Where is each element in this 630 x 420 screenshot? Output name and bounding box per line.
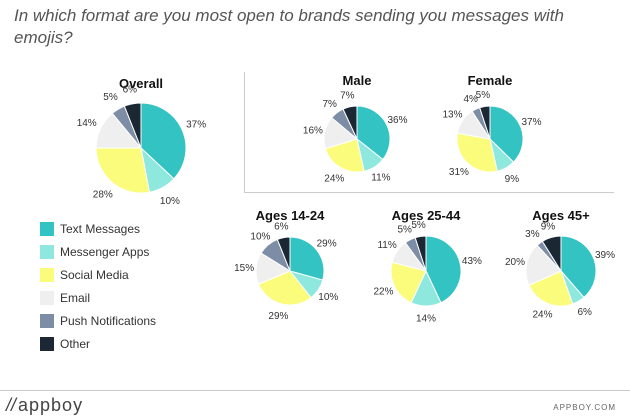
pie-slice-other	[276, 236, 291, 272]
legend-swatch	[40, 313, 54, 328]
pie-slice-social-media	[95, 147, 151, 194]
chart-title: Ages 45+	[532, 208, 590, 223]
legend-swatch	[40, 244, 54, 259]
pie-label-other: 6%	[123, 85, 138, 96]
legend-swatch	[40, 336, 54, 351]
pie-label-push-notifications: 7%	[322, 99, 337, 110]
legend-item-text-messages: Text Messages	[40, 217, 156, 240]
legend-label: Push Notifications	[60, 313, 157, 328]
pie-slice-text-messages	[140, 102, 187, 180]
pie-label-social-media: 29%	[268, 311, 288, 322]
pie-slice-social-media	[390, 261, 427, 304]
pie-label-push-notifications: 4%	[463, 94, 478, 105]
pie-slice-text-messages	[560, 235, 597, 299]
legend-label: Messenger Apps	[60, 244, 150, 259]
horizontal-divider	[244, 192, 614, 193]
brand-name: appboy	[18, 395, 84, 415]
legend-label: Social Media	[60, 267, 129, 282]
chart-title: Male	[343, 73, 372, 88]
legend-swatch	[40, 221, 54, 236]
pie-label-push-notifications: 10%	[250, 231, 270, 242]
chart-title: Ages 25-44	[392, 208, 461, 223]
legend-item-push-notifications: Push Notifications	[40, 309, 156, 332]
pie-charts-area: Overall 37% 10% 28% 14% 5% 6% Male 36% 11% 24% 16% 7…	[77, 73, 615, 325]
legend-item-other: Other	[40, 332, 156, 355]
legend-item-email: Email	[40, 286, 156, 309]
pie-chart-male: Male 36% 11% 24% 16% 7%7%	[303, 73, 408, 184]
pie-label-social-media: 22%	[373, 287, 393, 298]
brand-mark: //	[6, 395, 17, 415]
footer-divider	[0, 390, 630, 391]
pie-label-other: 5%	[476, 90, 491, 101]
pie-label-text-messages: 37%	[521, 117, 541, 128]
pie-label-email: 20%	[505, 257, 525, 268]
pie-label-other: 5%	[411, 220, 426, 231]
pie-slice-social-media	[456, 132, 498, 173]
legend: Text Messages Messenger Apps Social Media E…	[40, 217, 156, 355]
chart-title: Female	[468, 73, 513, 88]
pie-slice-social-media	[324, 138, 365, 173]
pie-slice-other	[479, 105, 491, 140]
legend-item-social-media: Social Media	[40, 263, 156, 286]
pie-label-social-media: 24%	[324, 173, 344, 184]
pie-label-text-messages: 36%	[387, 115, 407, 126]
pie-slice-other	[541, 235, 562, 273]
pie-label-email: 14%	[77, 118, 97, 129]
legend-swatch	[40, 290, 54, 305]
pie-label-other: 7%	[340, 91, 355, 102]
pie-label-messenger-apps: 10%	[160, 196, 180, 207]
pie-slice-email	[525, 244, 562, 286]
chart-title: Overall	[119, 76, 163, 91]
legend-label: Text Messages	[60, 221, 141, 236]
pie-label-text-messages: 37%	[186, 120, 206, 131]
legend-label: Email	[60, 290, 91, 305]
pie-slice-social-media	[528, 270, 574, 307]
vertical-divider	[244, 72, 245, 192]
pie-label-text-messages: 43%	[462, 256, 482, 267]
pie-label-social-media: 28%	[93, 190, 113, 201]
pie-chart-female: Female 37% 9% 31% 13%4%5%	[442, 73, 541, 185]
pie-slice-other	[342, 105, 358, 140]
pie-label-email: 16%	[303, 126, 323, 137]
pie-label-social-media: 24%	[532, 310, 552, 321]
pie-label-social-media: 31%	[449, 167, 469, 178]
legend-label: Other	[60, 336, 91, 351]
pie-slice-text-messages	[425, 235, 462, 304]
pie-slice-other	[123, 102, 142, 149]
pie-label-messenger-apps: 14%	[416, 314, 436, 325]
pie-label-email: 11%	[377, 240, 396, 251]
legend-swatch	[40, 267, 54, 282]
pie-label-other: 9%	[541, 221, 556, 232]
question-title: In which format are you most open to bra…	[14, 6, 564, 47]
pie-chart-ages-14-24: Ages 14-24 29% 10% 29% 15% 10% 6%	[234, 208, 338, 322]
pie-slice-text-messages	[489, 105, 524, 163]
pie-label-email: 15%	[234, 263, 254, 274]
pie-label-email: 13%	[442, 110, 462, 121]
pie-label-push-notifications: 5%	[103, 92, 118, 103]
pie-slice-text-messages	[289, 236, 325, 281]
pie-chart-overall: Overall 37% 10% 28% 14% 5% 6%	[77, 76, 207, 207]
pie-label-push-notifications: 5%	[397, 225, 412, 236]
pie-label-other: 6%	[274, 221, 289, 232]
pie-slice-other	[414, 235, 427, 272]
pie-label-messenger-apps: 9%	[505, 174, 520, 185]
pie-label-text-messages: 29%	[317, 239, 337, 250]
pie-slice-text-messages	[356, 105, 391, 161]
pie-label-messenger-apps: 6%	[577, 307, 592, 318]
pie-chart-ages-45: Ages 45+ 39% 6% 24% 20% 3%9%	[505, 208, 615, 321]
pie-label-push-notifications: 3%	[525, 229, 540, 240]
pie-label-messenger-apps: 11%	[371, 173, 390, 184]
legend-item-messenger-apps: Messenger Apps	[40, 240, 156, 263]
chart-title: Ages 14-24	[256, 208, 325, 223]
pie-label-text-messages: 39%	[595, 250, 615, 261]
pie-label-messenger-apps: 10%	[318, 292, 338, 303]
pie-slice-social-media	[257, 270, 312, 306]
brand-logo: // appboy	[6, 395, 83, 416]
brand-url: APPBOY.COM	[553, 403, 616, 412]
